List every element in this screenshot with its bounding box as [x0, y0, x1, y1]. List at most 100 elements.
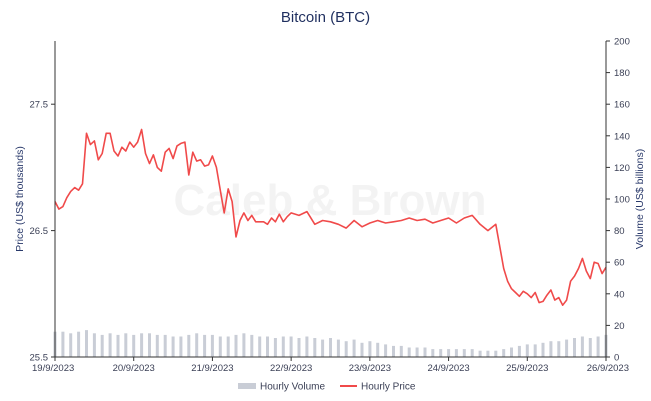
volume-bar: [77, 331, 81, 357]
x-tick-label: 19/9/2023: [32, 363, 74, 374]
x-ticks: 19/9/2023 20/9/2023 21/9/2023 22/9/2023 23/9…: [32, 357, 629, 374]
left-tick-label: 27.5: [30, 100, 49, 111]
volume-bar: [517, 345, 521, 357]
volume-bar: [580, 336, 584, 357]
right-tick-label: 160: [614, 100, 630, 111]
volume-bar: [431, 349, 435, 357]
volume-bar: [360, 342, 364, 357]
volume-bar: [462, 349, 466, 357]
volume-bar: [447, 349, 451, 357]
volume-bar: [549, 341, 553, 357]
volume-bar: [179, 336, 183, 357]
y-axis-label-right: Volume (US$ billions): [634, 149, 646, 249]
volume-bar: [258, 336, 262, 357]
right-tick-label: 0: [614, 353, 619, 364]
volume-bar: [242, 333, 246, 357]
volume-bar: [423, 347, 427, 357]
volume-bars: [53, 330, 608, 357]
volume-bar: [352, 339, 356, 357]
volume-bar: [171, 336, 175, 357]
volume-bar: [226, 336, 230, 357]
volume-bar: [313, 338, 317, 357]
volume-bar: [100, 334, 104, 357]
volume-bar: [439, 349, 443, 357]
legend: Hourly Volume Hourly Price: [238, 382, 416, 393]
volume-bar: [454, 349, 458, 357]
right-ticks: 0 20 40 60 80 100 120 140 160 180 200: [606, 37, 630, 364]
volume-bar: [297, 338, 301, 357]
volume-bar: [132, 334, 136, 357]
volume-bar: [573, 338, 576, 357]
volume-bar: [329, 338, 332, 357]
volume-bar: [210, 334, 214, 357]
volume-bar: [565, 339, 569, 357]
volume-bar: [557, 341, 561, 357]
volume-bar: [218, 336, 222, 357]
volume-bar: [108, 333, 112, 357]
x-tick-label: 20/9/2023: [113, 363, 155, 374]
volume-bar: [470, 349, 474, 357]
volume-bar: [478, 350, 482, 357]
volume-bar: [415, 347, 419, 357]
legend-volume-label: Hourly Volume: [260, 382, 325, 393]
right-tick-label: 100: [614, 195, 630, 206]
volume-bar: [541, 342, 545, 357]
volume-bar: [187, 334, 191, 357]
volume-bar: [195, 333, 199, 357]
volume-bar: [163, 334, 167, 357]
right-tick-label: 120: [614, 163, 630, 174]
volume-bar: [124, 333, 128, 357]
legend-volume-swatch: [238, 383, 256, 389]
volume-bar: [392, 345, 395, 357]
right-tick-label: 60: [614, 258, 625, 269]
volume-bar: [407, 347, 411, 357]
volume-bar: [273, 338, 277, 357]
right-tick-label: 140: [614, 131, 630, 142]
right-tick-label: 20: [614, 321, 625, 332]
volume-bar: [344, 341, 348, 357]
volume-bar: [368, 341, 372, 357]
volume-bar: [85, 330, 88, 357]
volume-bar: [494, 350, 498, 357]
volume-bar: [148, 333, 151, 357]
right-tick-label: 180: [614, 68, 630, 79]
chart-title: Bitcoin (BTC): [281, 9, 370, 26]
volume-bar: [289, 336, 293, 357]
x-tick-label: 25/9/2023: [506, 363, 548, 374]
left-ticks: 25.5 26.5 27.5: [30, 100, 55, 364]
y-axis-label-left: Price (US$ thousands): [14, 146, 26, 252]
x-tick-label: 21/9/2023: [191, 363, 233, 374]
volume-bar: [502, 349, 506, 357]
x-tick-label: 22/9/2023: [270, 363, 312, 374]
volume-bar: [321, 339, 325, 357]
left-tick-label: 25.5: [30, 353, 49, 364]
volume-bar: [116, 334, 120, 357]
volume-bar: [399, 345, 403, 357]
volume-bar: [305, 336, 309, 357]
volume-bar: [525, 344, 529, 357]
right-tick-label: 200: [614, 37, 630, 48]
right-tick-label: 40: [614, 289, 625, 300]
volume-bar: [234, 334, 238, 357]
volume-bar: [596, 336, 600, 357]
price-line: [54, 128, 607, 306]
volume-bar: [203, 334, 207, 357]
left-tick-label: 26.5: [30, 226, 49, 237]
volume-bar: [376, 342, 380, 357]
volume-bar: [140, 333, 144, 357]
volume-bar: [384, 344, 388, 357]
volume-bar: [486, 350, 490, 357]
x-tick-label: 24/9/2023: [427, 363, 469, 374]
legend-price-label: Hourly Price: [361, 382, 416, 393]
x-tick-label: 23/9/2023: [349, 363, 391, 374]
volume-bar: [533, 344, 537, 357]
watermark: Caleb & Brown: [174, 176, 487, 225]
volume-bar: [69, 333, 73, 357]
volume-bar: [250, 334, 254, 357]
x-tick-label: 26/9/2023: [587, 363, 629, 374]
volume-bar: [92, 333, 96, 357]
right-tick-label: 80: [614, 226, 625, 237]
volume-bar: [61, 331, 65, 357]
volume-bar: [588, 338, 592, 357]
